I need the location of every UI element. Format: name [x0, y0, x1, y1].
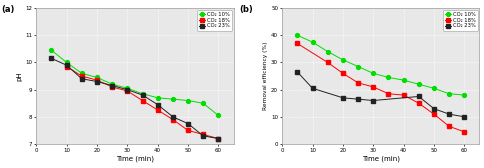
- CO₂ 18%: [139, 99, 145, 101]
- CO₂ 10%: [94, 76, 100, 78]
- Line: CO₂ 10%: CO₂ 10%: [49, 48, 220, 117]
- CO₂ 23%: [445, 113, 451, 115]
- CO₂ 18%: [430, 113, 436, 115]
- Y-axis label: Removal efficiency (%): Removal efficiency (%): [263, 42, 268, 110]
- CO₂ 10%: [385, 76, 391, 78]
- CO₂ 10%: [400, 79, 406, 81]
- Legend: CO₂ 10%, CO₂ 18%, CO₂ 23%: CO₂ 10%, CO₂ 18%, CO₂ 23%: [442, 10, 477, 31]
- CO₂ 18%: [63, 66, 69, 68]
- CO₂ 18%: [169, 119, 175, 121]
- CO₂ 10%: [169, 98, 175, 100]
- Line: CO₂ 18%: CO₂ 18%: [295, 41, 465, 134]
- Line: CO₂ 18%: CO₂ 18%: [64, 65, 220, 140]
- CO₂ 10%: [430, 87, 436, 89]
- CO₂ 10%: [460, 94, 466, 96]
- CO₂ 23%: [63, 64, 69, 66]
- CO₂ 23%: [169, 116, 175, 118]
- CO₂ 10%: [324, 51, 330, 53]
- CO₂ 10%: [215, 114, 221, 116]
- CO₂ 10%: [200, 102, 206, 104]
- CO₂ 18%: [385, 93, 391, 95]
- CO₂ 23%: [124, 89, 130, 91]
- Legend: CO₂ 10%, CO₂ 18%, CO₂ 23%: CO₂ 10%, CO₂ 18%, CO₂ 23%: [197, 10, 231, 31]
- CO₂ 18%: [124, 90, 130, 92]
- CO₂ 23%: [139, 94, 145, 96]
- CO₂ 10%: [354, 66, 360, 68]
- CO₂ 10%: [370, 72, 376, 74]
- CO₂ 23%: [430, 108, 436, 110]
- CO₂ 23%: [154, 104, 160, 106]
- CO₂ 10%: [154, 97, 160, 99]
- CO₂ 18%: [445, 125, 451, 127]
- CO₂ 10%: [124, 87, 130, 89]
- CO₂ 23%: [79, 78, 85, 80]
- CO₂ 10%: [309, 41, 315, 43]
- CO₂ 23%: [215, 138, 221, 140]
- CO₂ 18%: [339, 72, 345, 74]
- CO₂ 23%: [460, 116, 466, 118]
- CO₂ 18%: [370, 86, 376, 88]
- CO₂ 10%: [79, 72, 85, 74]
- CO₂ 23%: [339, 97, 345, 99]
- CO₂ 18%: [324, 61, 330, 64]
- Text: (a): (a): [1, 5, 14, 14]
- CO₂ 18%: [215, 138, 221, 140]
- Line: CO₂ 23%: CO₂ 23%: [49, 56, 220, 140]
- CO₂ 23%: [94, 80, 100, 82]
- CO₂ 18%: [460, 131, 466, 133]
- CO₂ 10%: [139, 93, 145, 95]
- CO₂ 23%: [109, 85, 115, 87]
- CO₂ 23%: [294, 71, 300, 73]
- CO₂ 18%: [400, 94, 406, 96]
- CO₂ 10%: [294, 34, 300, 36]
- CO₂ 18%: [185, 129, 191, 131]
- Y-axis label: pH: pH: [16, 71, 22, 81]
- CO₂ 18%: [94, 79, 100, 81]
- Text: (b): (b): [238, 5, 252, 14]
- CO₂ 18%: [294, 43, 300, 45]
- CO₂ 10%: [445, 93, 451, 95]
- CO₂ 23%: [185, 123, 191, 125]
- CO₂ 18%: [354, 82, 360, 84]
- CO₂ 10%: [185, 99, 191, 101]
- CO₂ 18%: [109, 86, 115, 88]
- CO₂ 23%: [309, 87, 315, 89]
- CO₂ 23%: [415, 95, 421, 97]
- CO₂ 23%: [200, 135, 206, 137]
- CO₂ 23%: [48, 57, 54, 59]
- CO₂ 10%: [339, 59, 345, 61]
- CO₂ 18%: [154, 109, 160, 111]
- CO₂ 10%: [109, 83, 115, 85]
- CO₂ 18%: [415, 102, 421, 104]
- CO₂ 10%: [415, 83, 421, 85]
- CO₂ 10%: [63, 61, 69, 64]
- Line: CO₂ 23%: CO₂ 23%: [295, 70, 465, 119]
- X-axis label: Time (min): Time (min): [116, 156, 153, 162]
- CO₂ 18%: [79, 75, 85, 77]
- CO₂ 23%: [370, 99, 376, 101]
- X-axis label: Time (min): Time (min): [361, 156, 399, 162]
- CO₂ 23%: [354, 98, 360, 100]
- Line: CO₂ 10%: CO₂ 10%: [295, 33, 465, 97]
- CO₂ 18%: [200, 134, 206, 136]
- CO₂ 10%: [48, 49, 54, 51]
